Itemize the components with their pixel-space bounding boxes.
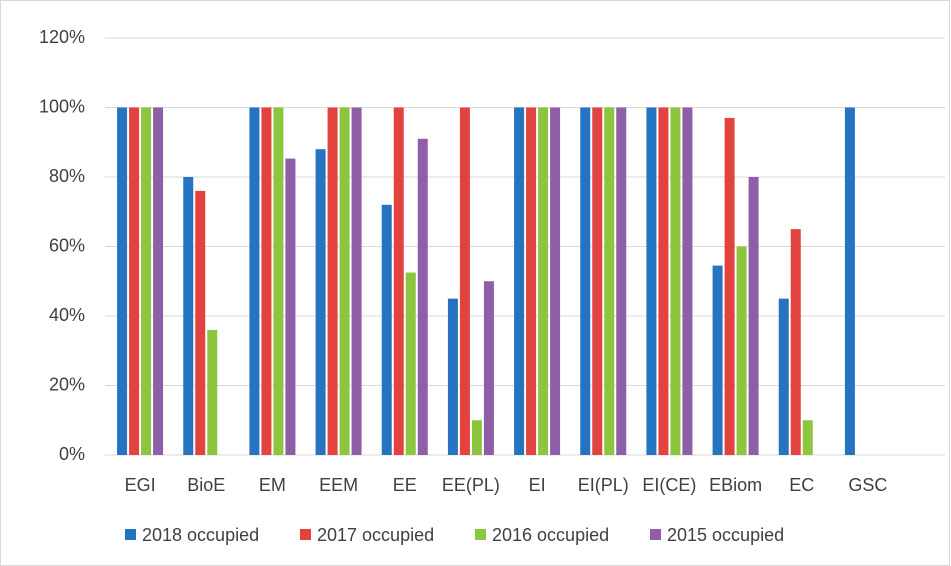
bar xyxy=(249,107,260,455)
y-tick-label: 0% xyxy=(59,444,85,464)
bar xyxy=(285,158,296,455)
y-tick-label: 120% xyxy=(39,27,85,47)
bar xyxy=(471,420,482,455)
bar xyxy=(658,107,669,455)
bar xyxy=(393,107,404,455)
bar xyxy=(844,107,855,455)
x-tick-label: EI(PL) xyxy=(578,475,629,495)
bar xyxy=(538,107,549,455)
legend-swatch xyxy=(300,529,311,540)
y-tick-label: 40% xyxy=(49,305,85,325)
x-tick-label: BioE xyxy=(187,475,225,495)
bar xyxy=(682,107,693,455)
y-tick-label: 20% xyxy=(49,374,85,394)
x-tick-label: EGI xyxy=(125,475,156,495)
bar xyxy=(748,177,759,455)
bar xyxy=(670,107,681,455)
bar xyxy=(802,420,813,455)
legend-label: 2017 occupied xyxy=(317,525,434,545)
bar xyxy=(592,107,603,455)
x-tick-label: EBiom xyxy=(709,475,762,495)
bar xyxy=(483,281,494,455)
bar xyxy=(526,107,537,455)
bar xyxy=(417,138,428,455)
bar xyxy=(153,107,164,455)
x-tick-label: EI xyxy=(529,475,546,495)
bar xyxy=(117,107,128,455)
legend-swatch xyxy=(650,529,661,540)
y-tick-label: 100% xyxy=(39,96,85,116)
legend-swatch xyxy=(125,529,136,540)
bar xyxy=(604,107,615,455)
bar xyxy=(327,107,338,455)
legend-label: 2015 occupied xyxy=(667,525,784,545)
bar xyxy=(447,298,458,455)
x-tick-label: GSC xyxy=(848,475,887,495)
bar xyxy=(616,107,627,455)
x-tick-label: EM xyxy=(259,475,286,495)
bar xyxy=(261,107,272,455)
bar xyxy=(207,329,218,455)
bar xyxy=(724,117,735,456)
bar xyxy=(183,177,194,455)
bar xyxy=(195,190,206,455)
bar xyxy=(405,272,416,455)
bar xyxy=(381,204,392,455)
legend-label: 2018 occupied xyxy=(142,525,259,545)
bar xyxy=(273,107,284,455)
bar xyxy=(778,298,789,455)
bar xyxy=(790,229,801,455)
x-tick-label: EC xyxy=(789,475,814,495)
bar xyxy=(646,107,657,455)
bar xyxy=(315,149,326,455)
bar xyxy=(141,107,152,455)
y-tick-label: 60% xyxy=(49,235,85,255)
y-tick-label: 80% xyxy=(49,166,85,186)
x-tick-label: EEM xyxy=(319,475,358,495)
bar xyxy=(550,107,561,455)
x-tick-label: EE xyxy=(393,475,417,495)
legend-label: 2016 occupied xyxy=(492,525,609,545)
bar xyxy=(712,265,723,455)
bar xyxy=(129,107,140,455)
bar xyxy=(459,107,470,455)
bar xyxy=(580,107,591,455)
bar xyxy=(514,107,525,455)
x-tick-label: EI(CE) xyxy=(642,475,696,495)
x-tick-label: EE(PL) xyxy=(442,475,500,495)
bar xyxy=(736,246,747,455)
bar xyxy=(351,107,362,455)
bar xyxy=(339,107,350,455)
legend-swatch xyxy=(475,529,486,540)
